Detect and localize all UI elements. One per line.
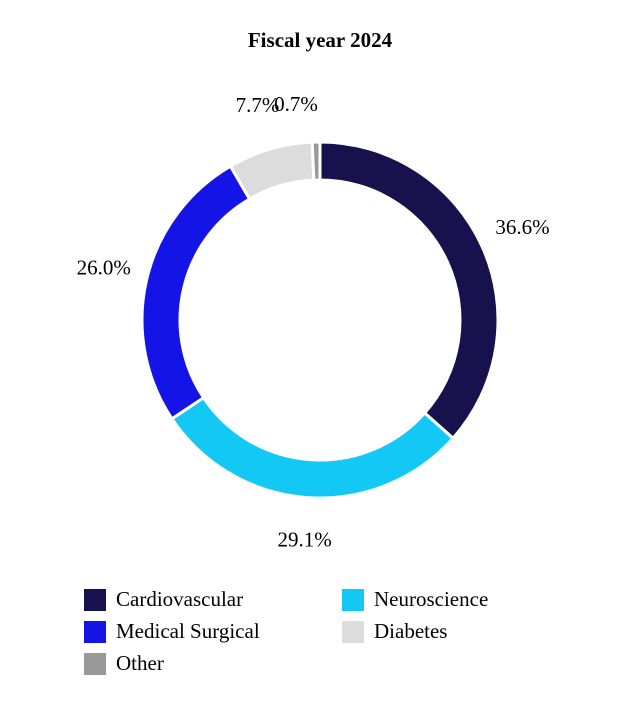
legend-label: Diabetes xyxy=(374,619,447,643)
donut-segment xyxy=(310,140,322,182)
legend-swatch xyxy=(84,653,106,675)
chart-title: Fiscal year 2024 xyxy=(248,28,393,52)
value-label: 29.1% xyxy=(278,527,332,551)
value-label: 36.6% xyxy=(495,215,549,239)
legend-swatch xyxy=(342,589,364,611)
legend-label: Medical Surgical xyxy=(116,619,260,643)
value-label: 7.7% xyxy=(236,93,280,117)
legend-swatch xyxy=(84,589,106,611)
legend-swatch xyxy=(84,621,106,643)
value-label: 26.0% xyxy=(77,256,131,280)
legend-label: Cardiovascular xyxy=(116,587,243,611)
legend-label: Neuroscience xyxy=(374,587,488,611)
value-label: 0.7% xyxy=(274,92,318,116)
legend-label: Other xyxy=(116,651,164,675)
legend-swatch xyxy=(342,621,364,643)
